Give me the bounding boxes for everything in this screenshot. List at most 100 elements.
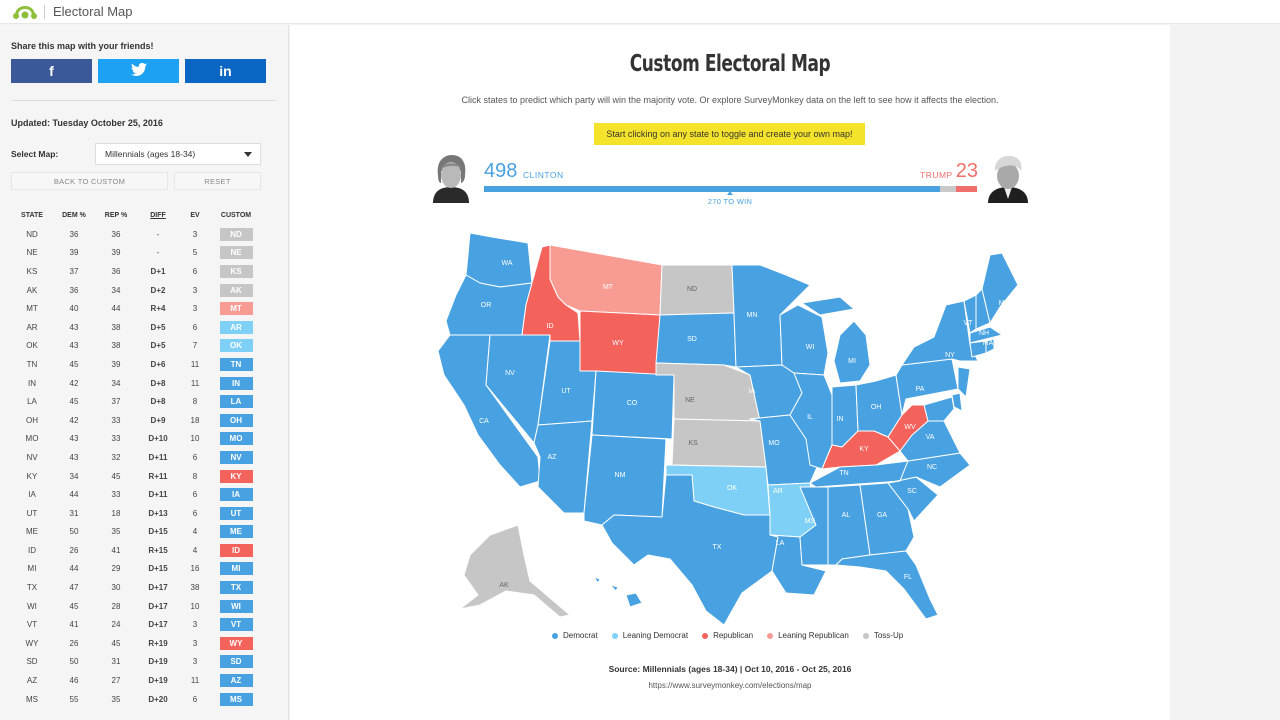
share-title: Share this map with your friends! (11, 41, 154, 51)
surveymonkey-logo-icon[interactable] (12, 4, 38, 20)
custom-toggle-oh[interactable]: OH (219, 413, 253, 427)
col-rep[interactable]: REP % (104, 211, 128, 219)
ev-progress-bar (484, 186, 977, 192)
state-me[interactable] (981, 252, 1019, 324)
table-row: ID 26 41 R+15 4 ID (11, 541, 261, 560)
col-diff[interactable]: DIFF (150, 211, 166, 219)
ev-cell: 8 (192, 397, 198, 407)
topbar-divider (44, 4, 45, 19)
custom-toggle-vt[interactable]: VT (219, 618, 253, 632)
state-md[interactable] (923, 396, 955, 422)
custom-toggle-ok[interactable]: OK (219, 339, 253, 353)
custom-toggle-mo[interactable]: MO (219, 432, 253, 446)
rep-cell: 32 (111, 452, 121, 462)
ev-bar-tossup (940, 186, 956, 192)
custom-toggle-ms[interactable]: MS (219, 692, 253, 706)
reset-button[interactable]: RESET (174, 172, 261, 190)
custom-cell: ND (211, 225, 261, 244)
col-dem[interactable]: DEM % (62, 211, 86, 219)
custom-toggle-mt[interactable]: MT (219, 302, 253, 316)
back-to-custom-button[interactable]: BACK TO CUSTOM (11, 172, 168, 190)
chevron-down-icon (244, 152, 252, 157)
custom-toggle-id[interactable]: ID (219, 543, 253, 557)
diff-cell: D+2 (150, 285, 166, 295)
state-co[interactable] (591, 370, 675, 440)
state-ny[interactable] (901, 300, 979, 366)
state-mi[interactable] (801, 296, 871, 384)
table-row: TX 47 30 D+17 38 TX (11, 578, 261, 597)
state-az[interactable] (533, 420, 593, 514)
custom-toggle-ia[interactable]: IA (219, 488, 253, 502)
map-label-sd: SD (687, 336, 697, 343)
rep-cell: 33 (111, 434, 121, 444)
custom-toggle-mi[interactable]: MI (219, 562, 253, 576)
state-cell: OH (26, 415, 38, 425)
twitter-share-button[interactable] (98, 59, 179, 83)
select-map-dropdown[interactable]: Millennials (ages 18-34) (95, 143, 261, 165)
custom-toggle-nv[interactable]: NV (219, 450, 253, 464)
custom-toggle-ak[interactable]: AK (219, 283, 253, 297)
custom-toggle-ky[interactable]: KY (219, 469, 253, 483)
source-url[interactable]: https://www.surveymonkey.com/elections/m… (648, 681, 812, 690)
custom-toggle-az[interactable]: AZ (219, 674, 253, 688)
diff-cell: R+19 (148, 638, 168, 648)
rep-cell: 30 (111, 583, 121, 593)
rep-cell: 33 (111, 415, 121, 425)
ev-cell: 18 (190, 415, 200, 425)
state-cell: NE (26, 248, 38, 258)
custom-cell: TX (211, 578, 261, 597)
rep-cell: 28 (111, 601, 121, 611)
custom-toggle-wi[interactable]: WI (219, 599, 253, 613)
state-hi[interactable] (593, 576, 643, 608)
col-ev[interactable]: EV (190, 211, 200, 219)
custom-toggle-wy[interactable]: WY (219, 636, 253, 650)
custom-toggle-ar[interactable]: AR (219, 320, 253, 334)
state-nj[interactable] (957, 366, 971, 398)
state-nm[interactable] (583, 434, 667, 526)
custom-toggle-la[interactable]: LA (219, 395, 253, 409)
table-row: UT 31 18 D+13 6 UT (11, 504, 261, 523)
state-ak[interactable] (459, 524, 571, 618)
dem-cell: 43 (69, 341, 79, 351)
diff-cell: D+17 (148, 601, 168, 611)
custom-cell: SD (211, 653, 261, 672)
col-custom[interactable]: CUSTOM (220, 211, 252, 219)
custom-toggle-ks[interactable]: KS (219, 264, 253, 278)
custom-toggle-ne[interactable]: NE (219, 246, 253, 260)
custom-cell: KY (211, 467, 261, 486)
state-il[interactable] (789, 372, 833, 470)
state-cell: UT (26, 508, 38, 518)
diff-cell: D+6 (150, 359, 166, 369)
state-ri[interactable] (985, 338, 995, 354)
state-ks[interactable] (671, 418, 767, 468)
map-label-sc: SC (907, 488, 917, 495)
state-sd[interactable] (655, 312, 737, 368)
state-cell: AK (26, 285, 38, 295)
clinton-ev-count: 498 (484, 160, 518, 182)
custom-toggle-sd[interactable]: SD (219, 655, 253, 669)
state-fl[interactable] (835, 550, 939, 620)
state-mt[interactable] (549, 244, 663, 316)
map-label-la: LA (776, 540, 785, 547)
state-cell: SD (26, 657, 38, 667)
custom-toggle-nd[interactable]: ND (219, 227, 253, 241)
state-wa[interactable] (465, 232, 533, 288)
linkedin-share-button[interactable]: in (185, 59, 266, 83)
state-wi[interactable] (779, 304, 829, 376)
facebook-icon: f (49, 63, 54, 79)
col-state[interactable]: STATE (21, 211, 43, 219)
state-tx[interactable] (601, 474, 779, 625)
custom-toggle-me[interactable]: ME (219, 525, 253, 539)
custom-toggle-tx[interactable]: TX (219, 581, 253, 595)
state-ma[interactable] (969, 326, 1003, 344)
custom-toggle-ut[interactable]: UT (219, 506, 253, 520)
legend-item: Democrat (552, 631, 598, 640)
facebook-share-button[interactable]: f (11, 59, 92, 83)
ev-cell: 6 (192, 508, 198, 518)
main-panel: Custom Electoral Map Click states to pre… (290, 25, 1170, 720)
map-label-ma: MA (983, 340, 994, 347)
custom-toggle-in[interactable]: IN (219, 376, 253, 390)
custom-toggle-tn[interactable]: TN (219, 357, 253, 371)
map-label-or: OR (481, 302, 492, 309)
trump-avatar (984, 153, 1032, 203)
